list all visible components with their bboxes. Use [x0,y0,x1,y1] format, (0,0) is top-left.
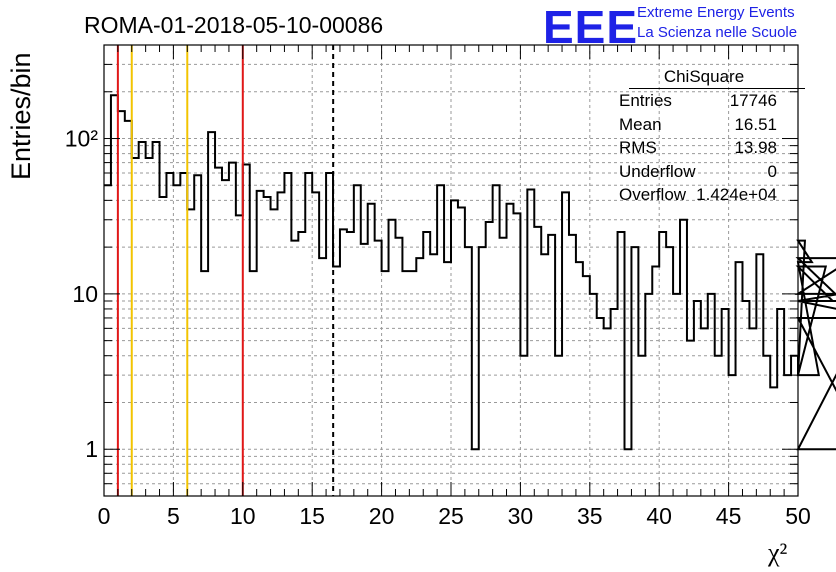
x-tick-label: 0 [98,503,111,529]
stats-row-overflow: Overflow 1.424e+04 [615,183,779,207]
eee-logo: EEE [543,1,639,53]
org-name-line2: La Scienza nelle Scuole [637,24,798,41]
y-axis-label: Entries/bin [6,52,36,180]
y-tick-label: 10 [72,281,98,307]
x-tick-label: 40 [646,503,672,529]
x-tick-label: 35 [577,503,603,529]
stats-title: ChiSquare [663,67,745,86]
x-tick-label: 5 [167,503,180,529]
y-tick-label: 10² [65,126,99,152]
stats-label: RMS [619,138,657,157]
x-tick-label: 50 [785,503,811,529]
stats-row-mean: Mean 16.51 [615,113,779,137]
stats-value: 16.51 [734,114,777,134]
stats-value: 1.424e+04 [696,185,777,204]
stats-row-entries: Entries 17746 [615,89,779,113]
stats-value: 0 [767,161,777,181]
stats-value: 17746 [729,91,777,110]
histogram-series [104,94,836,451]
x-tick-label: 25 [438,503,464,529]
stats-label: Overflow [619,185,687,204]
x-tick-label: 15 [299,503,325,529]
stats-value: 13.98 [734,138,777,157]
x-tick-label: 45 [716,503,742,529]
x-axis-label: χ² [768,538,788,567]
stats-label: Entries [619,91,672,110]
y-tick-label: 1 [85,436,98,462]
stats-row-underflow: Underflow 0 [615,160,779,184]
x-tick-label: 20 [369,503,395,529]
org-name-line1: Extreme Energy Events [637,4,795,21]
stats-label: Underflow [619,161,696,181]
x-tick-label: 30 [508,503,534,529]
x-tick-label: 10 [230,503,256,529]
stats-box: ChiSquare Entries 17746 Mean 16.51 RMS 1… [615,66,805,207]
stats-label: Mean [619,114,662,134]
stats-row-rms: RMS 13.98 [615,136,779,160]
run-title: ROMA-01-2018-05-10-00086 [84,12,384,38]
stats-divider [629,88,805,89]
